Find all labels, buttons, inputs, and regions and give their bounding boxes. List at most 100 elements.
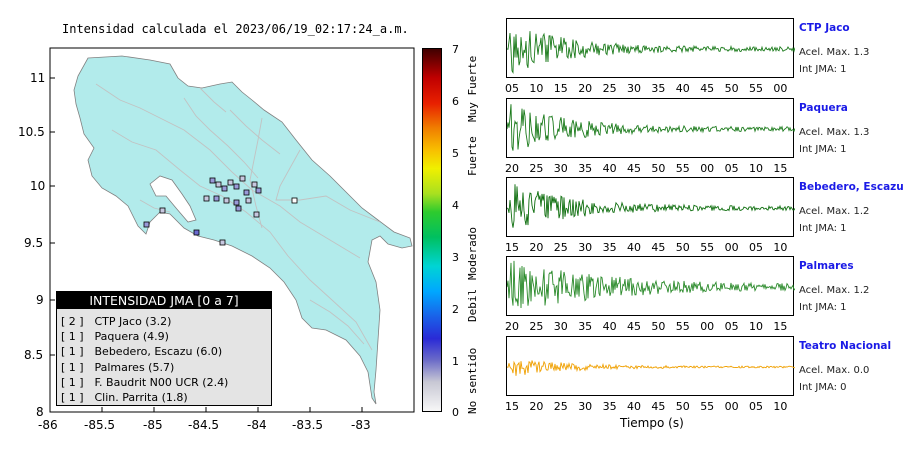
station-marker xyxy=(223,197,230,204)
waveform-trace xyxy=(507,104,795,151)
station-marker xyxy=(253,211,260,218)
legend-row: [ 1 ] Bebedero, Escazu (6.0) xyxy=(61,344,271,359)
waveform-x-tick: 25 xyxy=(529,320,544,333)
waveform-x-tick: 30 xyxy=(578,400,593,413)
station-max-accel: Acel. Max. 1.3 xyxy=(799,127,870,138)
station-jma-intensity: Int JMA: 1 xyxy=(799,64,847,75)
lat-tick: 10.5 xyxy=(18,125,45,139)
legend-station: Clin. Parrita (1.8) xyxy=(94,391,188,405)
waveform-x-tick: 45 xyxy=(627,320,641,333)
waveform-x-tick: 45 xyxy=(627,162,641,175)
waveform-x-tick: 10 xyxy=(773,241,788,254)
station-marker xyxy=(233,183,240,190)
waveform-x-tick: 10 xyxy=(529,82,544,95)
waveform-x-tick: 15 xyxy=(773,320,788,333)
waveform-x-tick: 40 xyxy=(675,82,690,95)
x-axis-label: Tiempo (s) xyxy=(620,416,684,430)
intensity-legend: INTENSIDAD JMA [0 a 7] [ 2 ] CTP Jaco (3… xyxy=(56,291,272,406)
legend-row: [ 1 ] F. Baudrit N00 UCR (2.4) xyxy=(61,375,271,390)
waveform-x-tick: 00 xyxy=(724,241,739,254)
colorbar-tick: 5 xyxy=(452,147,459,160)
station-marker xyxy=(203,195,210,202)
waveform-x-tick: 10 xyxy=(773,400,788,413)
station-marker xyxy=(233,199,240,206)
legend-row: [ 2 ] CTP Jaco (3.2) xyxy=(61,314,271,329)
colorbar-tick: 2 xyxy=(452,303,459,316)
station-marker xyxy=(251,181,258,188)
waveform-x-tick: 30 xyxy=(553,320,568,333)
waveform-x-tick: 50 xyxy=(651,162,666,175)
legend-station: Palmares (5.7) xyxy=(94,360,175,374)
station-marker xyxy=(291,197,298,204)
legend-station: Paquera (4.9) xyxy=(94,330,169,344)
colorbar-tick: 3 xyxy=(452,251,459,264)
waveform-trace xyxy=(507,184,795,228)
station-marker xyxy=(245,197,252,204)
lon-tick: -86 xyxy=(38,418,58,432)
legend-header: INTENSIDAD JMA [0 a 7] xyxy=(57,292,271,309)
waveform-x-tick: 35 xyxy=(578,320,593,333)
colorbar-label: Moderado xyxy=(466,227,479,280)
station-max-accel: Acel. Max. 0.0 xyxy=(799,365,870,376)
legend-row: [ 1 ] Clin. Parrita (1.8) xyxy=(61,390,271,405)
lon-tick: -84 xyxy=(247,418,267,432)
station-marker xyxy=(143,221,150,228)
station-name: Bebedero, Escazu xyxy=(799,181,904,193)
waveform-panel xyxy=(506,18,795,78)
waveform-x-tick: 40 xyxy=(627,400,641,413)
station-name: CTP Jaco xyxy=(799,22,850,34)
station-max-accel: Acel. Max. 1.2 xyxy=(799,206,870,217)
lat-tick: 10 xyxy=(30,179,46,193)
waveform-x-tick: 50 xyxy=(675,241,690,254)
waveform-x-tick: 40 xyxy=(627,241,641,254)
lon-tick: -85 xyxy=(143,418,163,432)
waveform-x-tick: 00 xyxy=(773,82,788,95)
map-title: Intensidad calculada el 2023/06/19_02:17… xyxy=(62,22,409,36)
lat-tick: 8 xyxy=(36,405,44,419)
station-marker xyxy=(255,187,262,194)
waveform-x-tick: 30 xyxy=(578,241,593,254)
waveform-x-tick: 15 xyxy=(505,400,519,413)
waveform-x-tick: 30 xyxy=(553,162,568,175)
colorbar-tick: 0 xyxy=(452,406,459,419)
colorbar-tick: 1 xyxy=(452,355,459,368)
waveform-x-tick: 15 xyxy=(505,241,519,254)
station-name: Paquera xyxy=(799,102,848,114)
waveform-panel xyxy=(506,336,795,396)
waveform-x-tick: 45 xyxy=(651,241,666,254)
waveform-x-tick: 55 xyxy=(700,400,715,413)
waveform-panel xyxy=(506,98,795,158)
waveform-x-tick: 05 xyxy=(749,241,763,254)
legend-station: Bebedero, Escazu (6.0) xyxy=(94,345,223,359)
waveform-trace xyxy=(507,31,795,75)
waveform-x-tick: 25 xyxy=(602,82,617,95)
lat-tick: 9 xyxy=(36,293,44,307)
waveform-x-tick: 00 xyxy=(700,320,715,333)
waveform-x-tick: 30 xyxy=(627,82,641,95)
lon-tick: -85.5 xyxy=(84,418,116,432)
legend-level: [ 1 ] xyxy=(61,330,84,344)
colorbar-tick: 6 xyxy=(452,95,459,108)
station-max-accel: Acel. Max. 1.3 xyxy=(799,47,870,58)
waveform-x-tick: 20 xyxy=(505,320,519,333)
waveform-x-tick: 00 xyxy=(700,162,715,175)
legend-level: [ 1 ] xyxy=(61,345,84,359)
waveform-x-tick: 50 xyxy=(651,320,666,333)
waveform-x-tick: 05 xyxy=(505,82,519,95)
waveform-x-tick: 20 xyxy=(578,82,593,95)
station-marker xyxy=(235,205,242,212)
waveform-trace xyxy=(507,260,795,309)
road-network xyxy=(95,83,381,351)
station-marker xyxy=(221,185,228,192)
waveform-panel xyxy=(506,177,795,237)
legend-level: [ 2 ] xyxy=(61,315,84,328)
station-max-accel: Acel. Max. 1.2 xyxy=(799,285,870,296)
legend-station: CTP Jaco (3.2) xyxy=(94,315,172,328)
waveform-x-tick: 55 xyxy=(749,82,763,95)
waveform-x-tick: 05 xyxy=(749,400,763,413)
waveform-x-tick: 35 xyxy=(651,82,666,95)
station-marker xyxy=(219,239,226,246)
waveform-x-tick: 45 xyxy=(700,82,715,95)
station-name: Teatro Nacional xyxy=(799,340,892,352)
waveform-x-tick: 55 xyxy=(675,162,690,175)
